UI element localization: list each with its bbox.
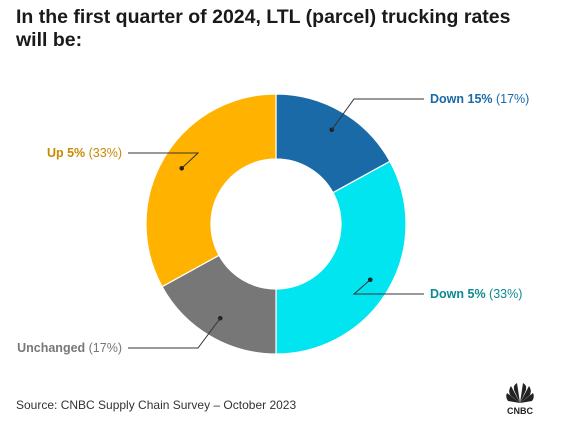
slice-labels: Down 15% (17%) Down 5% (33%) Unchanged (17… (17, 92, 529, 355)
svg-text:CNBC: CNBC (507, 406, 533, 416)
slice-down-5- (275, 160, 407, 355)
leader-line (352, 279, 424, 295)
slice-label: Down 15% (17%) (430, 92, 529, 106)
slice-up-5- (145, 93, 277, 288)
leader-line (331, 98, 424, 131)
donut-slices (145, 93, 407, 355)
slice-label: Down 5% (33%) (430, 287, 522, 301)
leader-lines (128, 98, 424, 349)
peacock-feathers (506, 383, 534, 403)
slice-label: Up 5% (33%) (47, 146, 122, 160)
leader-line (128, 317, 221, 349)
chart-title: In the first quarter of 2024, LTL (parce… (16, 6, 511, 51)
leader-line (128, 152, 200, 169)
cnbc-peacock-logo: CNBC (506, 383, 534, 416)
slice-label: Unchanged (17%) (17, 341, 122, 355)
source-note: Source: CNBC Supply Chain Survey – Octob… (16, 398, 297, 412)
